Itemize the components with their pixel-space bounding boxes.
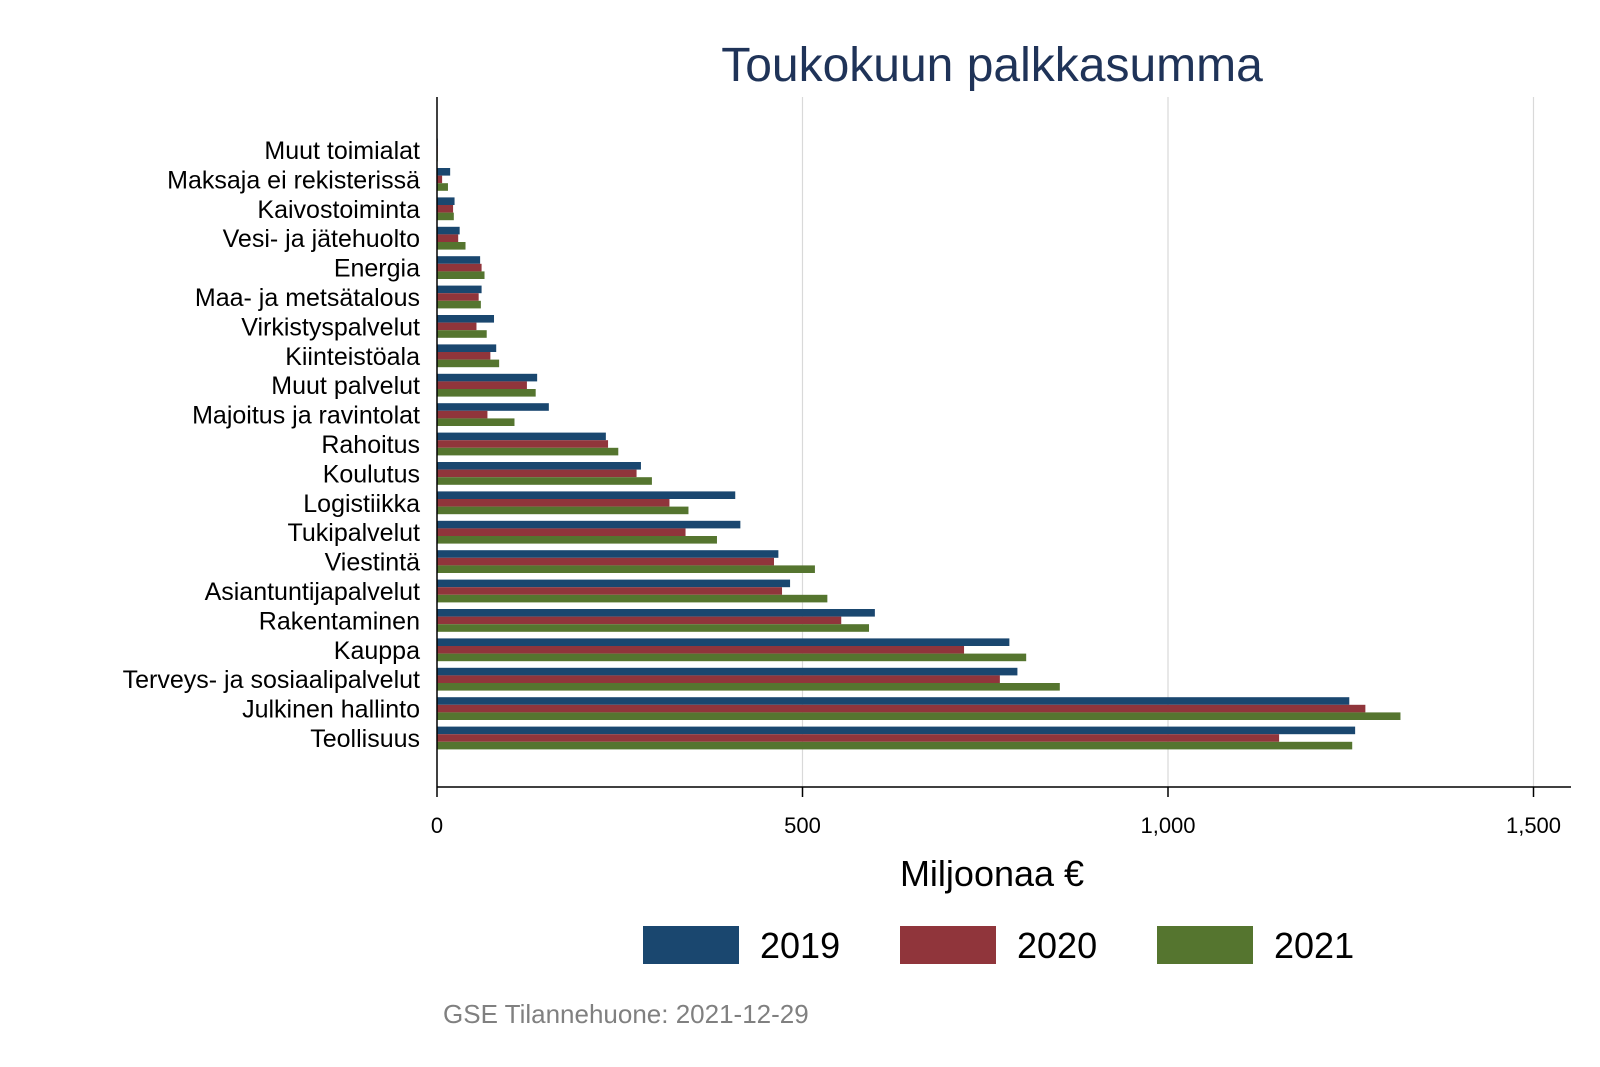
source-note: GSE Tilannehuone: 2021-12-29 xyxy=(443,999,809,1029)
bar-2021 xyxy=(437,271,485,279)
bar-2021 xyxy=(437,536,717,544)
bar-2019 xyxy=(437,697,1350,705)
category-label: Rakentaminen xyxy=(259,607,420,635)
category-label: Vesi- ja jätehuolto xyxy=(223,225,420,253)
bar-2021 xyxy=(437,653,1027,662)
bar-2020 xyxy=(437,734,1280,742)
legend-swatch-2021 xyxy=(1157,926,1253,964)
bar-2021 xyxy=(437,300,481,309)
bar-2019 xyxy=(437,315,495,323)
bar-2019 xyxy=(437,256,481,264)
x-axis-title: Miljoonaa € xyxy=(900,853,1084,894)
bar-2020 xyxy=(437,469,637,478)
bar-2020 xyxy=(437,704,1366,713)
bar-2020 xyxy=(437,675,1000,683)
legend: 2019 2020 2021 xyxy=(643,925,1354,966)
x-tick-label: 1,500 xyxy=(1506,813,1561,838)
category-label: Virkistyspalvelut xyxy=(241,313,420,341)
category-label: Julkinen hallinto xyxy=(242,696,420,724)
bar-2021 xyxy=(437,359,500,368)
bar-2019 xyxy=(437,667,1018,676)
legend-swatch-2019 xyxy=(643,926,739,964)
bar-2020 xyxy=(437,381,527,389)
category-label: Kauppa xyxy=(334,637,420,665)
bar-2019 xyxy=(437,168,451,176)
bar-2019 xyxy=(437,726,1356,735)
bars xyxy=(437,138,1401,750)
bar-2020 xyxy=(437,175,443,184)
bar-2021 xyxy=(437,565,815,573)
bar-2020 xyxy=(437,322,477,331)
legend-swatch-2020 xyxy=(900,926,996,964)
bar-2020 xyxy=(437,587,783,595)
category-label: Terveys- ja sosiaalipalvelut xyxy=(123,666,420,694)
bar-2020 xyxy=(437,528,686,536)
bar-2020 xyxy=(437,410,488,419)
bar-2020 xyxy=(437,557,774,566)
bar-2019 xyxy=(437,638,1010,646)
bar-2021 xyxy=(437,624,870,632)
bar-2020 xyxy=(437,646,965,654)
bar-2020 xyxy=(437,499,670,507)
bar-2019 xyxy=(437,226,460,235)
bar-2020 xyxy=(437,616,842,625)
chart-title: Toukokuun palkkasumma xyxy=(721,39,1263,92)
category-label: Teollisuus xyxy=(310,725,420,753)
bar-2019 xyxy=(437,373,538,382)
bar-2020 xyxy=(437,352,491,360)
bar-2020 xyxy=(437,440,609,448)
bar-2019 xyxy=(437,609,875,617)
x-tick-label: 0 xyxy=(431,813,443,838)
legend-label: 2020 xyxy=(1017,925,1097,966)
bar-2021 xyxy=(437,477,652,485)
bar-2021 xyxy=(437,212,454,221)
bar-2020 xyxy=(437,263,482,272)
bar-2021 xyxy=(437,683,1060,691)
bar-2019 xyxy=(437,197,455,205)
bar-2021 xyxy=(437,242,466,250)
bar-2021 xyxy=(437,447,619,456)
category-label: Muut palvelut xyxy=(271,372,420,400)
category-label: Majoitus ja ravintolat xyxy=(192,402,420,430)
category-label: Tukipalvelut xyxy=(288,519,421,547)
legend-label: 2019 xyxy=(760,925,840,966)
category-label: Viestintä xyxy=(325,549,421,577)
bar-2021 xyxy=(437,594,828,603)
legend-label: 2021 xyxy=(1274,925,1354,966)
category-label: Energia xyxy=(334,255,420,283)
bar-2021 xyxy=(437,183,448,191)
bar-2021 xyxy=(437,330,487,338)
category-label: Kiinteistöala xyxy=(285,343,420,371)
bar-2019 xyxy=(437,432,606,441)
category-label: Logistiikka xyxy=(303,490,420,518)
x-tick-label: 1,000 xyxy=(1140,813,1195,838)
category-label: Muut toimialat xyxy=(264,137,420,165)
x-ticks: 0 500 1,000 1,500 xyxy=(431,787,1561,838)
bar-2019 xyxy=(437,491,736,499)
category-label: Maa- ja metsätalous xyxy=(195,284,420,312)
category-label: Asiantuntijapalvelut xyxy=(205,578,420,606)
bar-2019 xyxy=(437,579,791,588)
bar-2019 xyxy=(437,403,549,411)
bar-2020 xyxy=(437,293,479,301)
x-tick-label: 500 xyxy=(784,813,821,838)
bar-2021 xyxy=(437,741,1353,750)
category-label: Rahoitus xyxy=(321,431,420,459)
bar-2019 xyxy=(437,520,741,529)
bar-2019 xyxy=(437,462,641,470)
category-label: Maksaja ei rekisterissä xyxy=(167,166,420,194)
category-label: Kaivostoiminta xyxy=(257,196,420,224)
category-label: Koulutus xyxy=(323,460,420,488)
bar-2021 xyxy=(437,389,536,397)
bar-2021 xyxy=(437,712,1401,720)
bar-2019 xyxy=(437,344,497,352)
bar-2019 xyxy=(437,285,482,294)
bar-2021 xyxy=(437,506,689,515)
bar-2021 xyxy=(437,418,515,426)
bar-2020 xyxy=(437,234,459,242)
bar-2020 xyxy=(437,205,454,213)
bar-2019 xyxy=(437,550,779,558)
